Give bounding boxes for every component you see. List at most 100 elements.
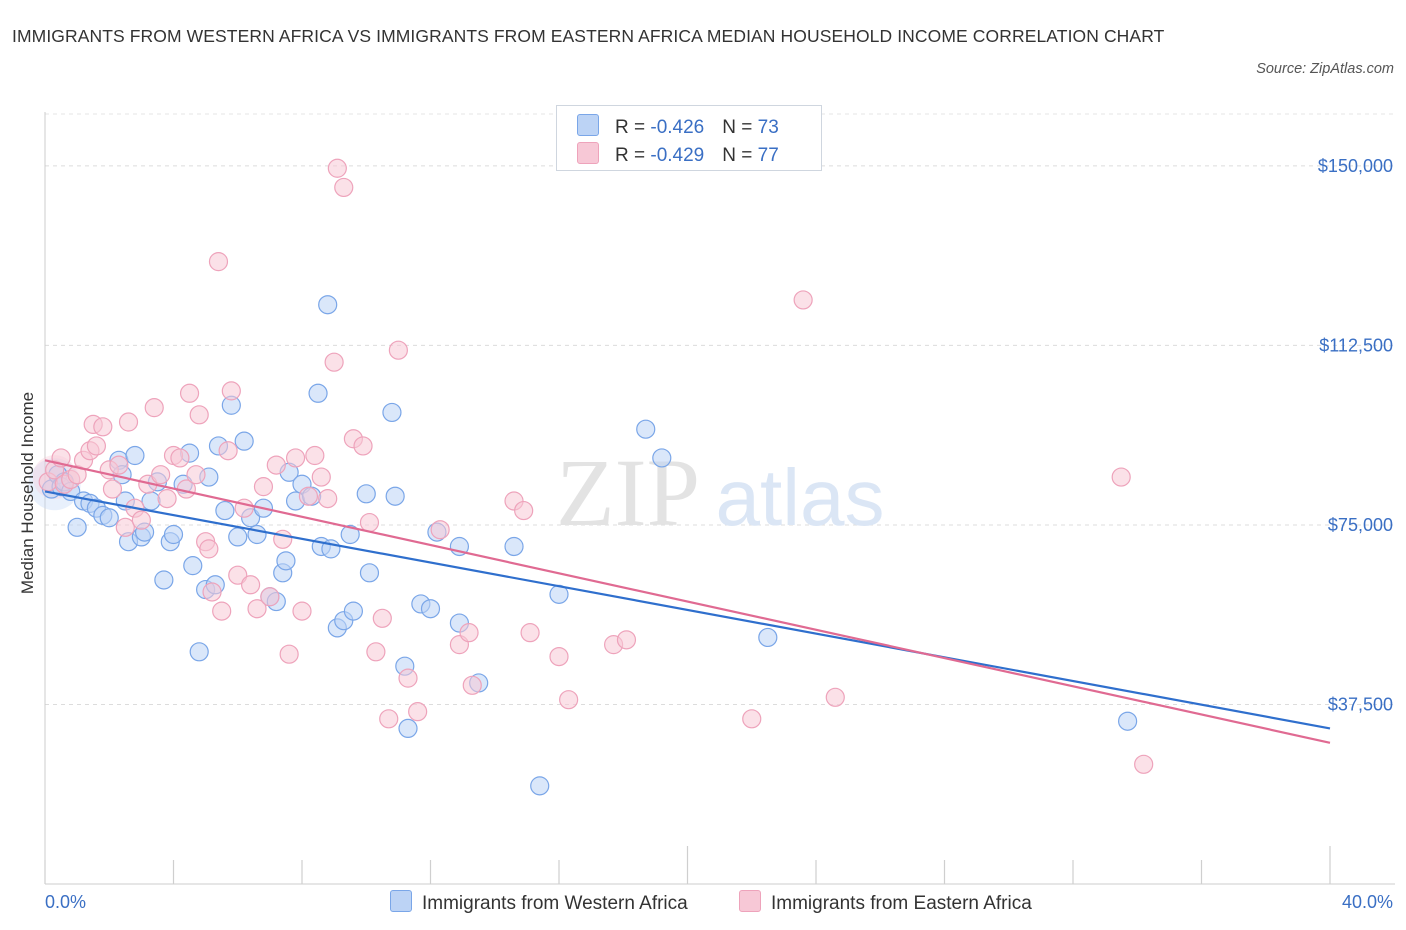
point-eastern — [266, 455, 286, 475]
point-eastern — [742, 709, 762, 729]
series-legend-eastern[interactable]: Immigrants from Eastern Africa — [739, 890, 1032, 915]
watermark-atlas: atlas — [716, 453, 885, 542]
point-eastern — [430, 520, 450, 540]
point-eastern — [616, 630, 637, 650]
point-eastern — [366, 642, 386, 662]
trend-layer — [44, 459, 1331, 744]
trend-line-western — [44, 490, 1331, 730]
point-western — [215, 500, 235, 521]
point-western — [398, 718, 418, 739]
point-eastern — [372, 608, 392, 628]
point-western — [247, 524, 267, 545]
y-tick-label: $150,000 — [1318, 156, 1393, 176]
y-axis-label: Median Household Income — [18, 392, 37, 594]
point-eastern — [327, 158, 347, 178]
legend-swatch-eastern — [739, 890, 761, 912]
y-tick-label: $75,000 — [1328, 515, 1393, 535]
point-eastern — [298, 486, 319, 506]
y-tick-label: $112,500 — [1319, 335, 1393, 355]
point-eastern — [247, 599, 267, 619]
point-eastern — [379, 709, 399, 729]
point-eastern — [318, 489, 338, 509]
point-eastern — [157, 489, 177, 509]
point-eastern — [86, 436, 107, 456]
point-eastern — [408, 702, 428, 722]
point-eastern — [202, 582, 222, 602]
point-western — [343, 601, 363, 621]
point-eastern — [115, 517, 135, 537]
point-eastern — [253, 477, 274, 497]
point-eastern — [279, 644, 299, 664]
point-western — [163, 524, 184, 545]
point-western — [340, 524, 360, 545]
axis-layer — [44, 112, 1395, 885]
point-eastern — [228, 565, 248, 585]
stats-legend-row-western: R = -0.426 N = 73 — [577, 114, 779, 138]
series-legend-western[interactable]: Immigrants from Western Africa — [390, 890, 688, 915]
point-western — [636, 419, 656, 439]
chart-title: IMMIGRANTS FROM WESTERN AFRICA VS IMMIGR… — [12, 26, 1165, 46]
n-value-eastern: 77 — [757, 145, 779, 166]
r-label: R = — [615, 117, 651, 138]
point-eastern — [189, 405, 209, 425]
series-name-eastern: Immigrants from Eastern Africa — [771, 893, 1032, 914]
point-eastern — [388, 340, 408, 360]
point-western — [183, 556, 203, 576]
point-western — [382, 402, 402, 423]
point-eastern — [144, 398, 164, 418]
legend-swatch-eastern — [577, 142, 599, 164]
point-eastern — [514, 500, 534, 521]
legend-swatch-western — [390, 890, 412, 912]
point-eastern — [359, 512, 380, 533]
point-western — [758, 627, 778, 648]
point-eastern — [131, 510, 151, 530]
stats-legend-row-eastern: R = -0.429 N = 77 — [577, 142, 779, 166]
point-eastern — [179, 383, 200, 403]
trend-line-eastern — [44, 459, 1331, 744]
point-eastern — [221, 381, 241, 401]
point-western — [276, 551, 296, 571]
point-eastern — [825, 687, 845, 707]
legend-swatch-western — [577, 114, 599, 136]
n-value-western: 73 — [757, 117, 779, 138]
x-tick-label-min: 0.0% — [45, 892, 86, 912]
point-eastern — [353, 436, 373, 456]
point-eastern — [324, 352, 344, 372]
point-western — [1118, 711, 1138, 731]
series-legend: Immigrants from Western Africa Immigrant… — [0, 888, 1406, 916]
point-western — [504, 536, 524, 557]
point-eastern — [109, 455, 129, 475]
point-eastern — [186, 465, 206, 485]
x-tick-label-max: 40.0% — [1342, 892, 1393, 912]
r-value-eastern: -0.429 — [650, 145, 705, 166]
point-western — [99, 508, 119, 528]
point-eastern — [241, 575, 261, 595]
point-western — [308, 383, 328, 403]
point-eastern — [285, 448, 306, 468]
point-eastern — [93, 417, 113, 437]
point-western — [530, 776, 550, 796]
point-eastern — [311, 467, 331, 487]
r-label: R = — [615, 145, 651, 166]
point-eastern — [334, 177, 354, 198]
point-eastern — [1111, 467, 1131, 487]
point-eastern — [559, 690, 579, 710]
point-eastern — [292, 601, 312, 621]
point-eastern — [260, 587, 280, 607]
point-western — [234, 431, 254, 451]
points-layer — [28, 158, 1154, 796]
point-eastern — [170, 448, 190, 468]
source-label: Source: ZipAtlas.com — [1256, 61, 1394, 77]
point-western — [154, 570, 174, 590]
point-western — [318, 295, 338, 315]
point-western — [125, 445, 145, 466]
point-western — [385, 486, 405, 506]
point-eastern — [520, 623, 540, 643]
watermark-zip: ZIP — [556, 439, 700, 546]
point-western — [356, 484, 376, 504]
point-eastern — [462, 675, 482, 695]
point-western — [420, 599, 441, 619]
point-western — [359, 563, 380, 583]
stats-legend: R = -0.426 N = 73 R = -0.429 N = 77 — [556, 105, 822, 171]
